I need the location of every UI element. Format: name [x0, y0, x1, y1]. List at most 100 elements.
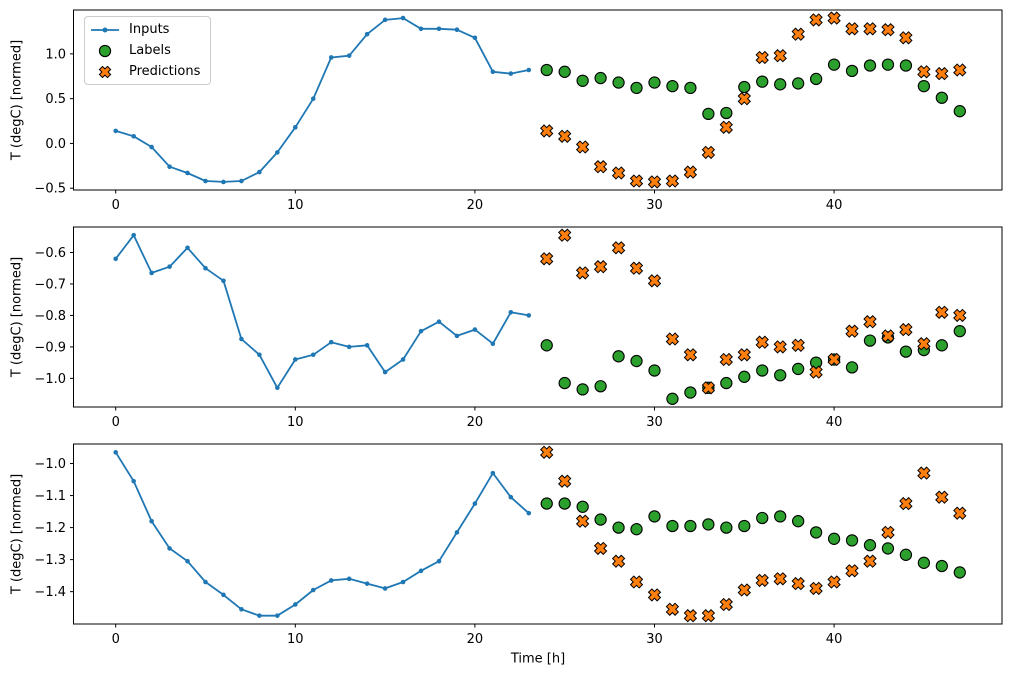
subplot-2-label-marker [648, 364, 661, 377]
subplot-2-label-marker [774, 369, 787, 382]
subplot-2-inputs-point [472, 327, 478, 332]
subplot-1-inputs-point [508, 71, 514, 76]
subplot-3-prediction-marker [755, 573, 769, 588]
subplot-2-inputs-point [203, 265, 208, 271]
subplot-1-inputs-point [328, 55, 334, 60]
subplot-3-y-tick-label: −1.2 [34, 521, 66, 536]
subplot-2-label-marker [558, 376, 571, 390]
subplot-1-label-marker [540, 63, 553, 77]
subplot-3-y-tick-label: −1.1 [34, 489, 66, 504]
legend-label-labels: Labels [129, 42, 171, 58]
subplot-1-inputs-point [149, 144, 154, 150]
subplot-1-prediction-marker [881, 23, 895, 37]
subplot-1-prediction-marker [809, 13, 823, 27]
subplot-1-label-marker [899, 59, 913, 72]
subplot-1-prediction-marker [647, 175, 662, 189]
subplot-1-inputs-point [490, 69, 496, 75]
subplot-3-prediction-marker [701, 609, 716, 623]
subplot-1-label-marker [594, 71, 607, 85]
subplot-1-prediction-marker [719, 120, 733, 134]
subplot-2-inputs-point [131, 232, 136, 238]
subplot-1-y-tick-label: −0.5 [34, 182, 66, 197]
subplot-2-prediction-marker [755, 335, 769, 349]
subplot-3-label-marker [792, 515, 805, 528]
subplot-2-label-marker [540, 339, 553, 352]
subplot-1-prediction-marker [899, 31, 913, 45]
subplot-1-y-tick-label: 0.5 [45, 92, 66, 107]
subplot-3-inputs-point [382, 586, 388, 591]
subplot-2-inputs-point [454, 333, 460, 339]
subplot-1-label-marker [612, 76, 625, 89]
subplot-1-label-marker [953, 105, 966, 118]
subplot-2-inputs-point [292, 357, 298, 362]
subplot-3-prediction-marker [899, 496, 913, 511]
subplot-1-inputs-point [185, 170, 190, 176]
subplot-3-inputs-point [257, 613, 262, 618]
predictions-x-icon [98, 65, 112, 78]
subplot-3-label-marker [648, 510, 661, 523]
subplot-3-inputs-point [418, 568, 424, 574]
subplot-1-y-tick-label: 1.0 [45, 47, 66, 62]
subplot-2-inputs-point [113, 256, 119, 262]
subplot-2-inputs-point [436, 319, 442, 325]
subplot-1-label-marker [756, 75, 769, 88]
subplot-2-frame [73, 226, 1003, 408]
subplot-3-prediction-marker [935, 490, 949, 504]
subplot-2-prediction-marker [899, 322, 913, 337]
subplot-3-label-marker [684, 519, 697, 533]
subplot-2-prediction-marker [629, 261, 644, 275]
subplot-2-prediction-marker [917, 337, 931, 351]
subplot-3-label-marker [612, 521, 625, 534]
subplot-3-inputs-point [221, 592, 226, 598]
subplot-3-inputs-line [114, 451, 530, 617]
subplot-3-label-marker [845, 534, 859, 547]
subplot-1-inputs-point [292, 125, 298, 130]
subplot-3-y-tick-label: −1.3 [34, 553, 66, 568]
subplot-3-x-tick-label: 20 [467, 632, 484, 647]
subplot-2-prediction-marker [701, 381, 716, 395]
subplot-1-label-marker [648, 76, 661, 89]
subplot-1-label-marker [845, 64, 859, 78]
subplot-2-prediction-marker [593, 260, 608, 274]
subplot-2-inputs-point [310, 352, 316, 358]
legend-item-inputs: Inputs [89, 19, 200, 40]
subplot-1-label-marker [881, 58, 895, 71]
subplot-3-inputs-point [526, 510, 532, 516]
subplot-1-prediction-marker [575, 140, 590, 154]
subplot-3-label-marker [666, 519, 679, 533]
subplot-2-inputs-point [221, 278, 226, 284]
subplot-1-label-marker [684, 81, 697, 95]
subplot-3-inputs-point [149, 518, 154, 524]
subplot-2-inputs-point [346, 344, 352, 350]
subplot-2-inputs-point [275, 385, 280, 391]
subplot-1-prediction-marker [827, 11, 841, 25]
subplot-3-inputs-point [328, 578, 334, 583]
subplot-2-y-tick-label: −1.0 [34, 372, 66, 387]
subplot-1-inputs-line [114, 17, 530, 183]
subplot-2-inputs-point [526, 313, 532, 318]
subplot-2-label-marker [738, 370, 751, 383]
subplot-1-prediction-marker [791, 27, 805, 41]
subplot-2-prediction-marker [683, 348, 698, 362]
subplot-1-x-tick-label: 20 [467, 198, 484, 213]
legend: Inputs Labels Predictions [84, 16, 212, 85]
subplot-3-prediction-marker [540, 445, 554, 459]
subplot-1-prediction-marker [665, 174, 680, 188]
subplot-2-inputs-line [114, 234, 530, 389]
subplot-1-label-marker [827, 58, 841, 71]
subplot-1-prediction-marker [540, 124, 554, 138]
subplot-1-inputs-point [113, 128, 119, 134]
subplot-1-prediction-marker [863, 22, 877, 36]
subplot-2-prediction-marker [863, 315, 877, 329]
subplot-3-label-marker [863, 539, 877, 552]
subplot-2-prediction-marker [647, 274, 662, 288]
subplot-1-inputs-point [364, 31, 370, 37]
legend-label-predictions: Predictions [129, 63, 201, 79]
subplot-1-inputs-point [239, 178, 244, 184]
subplot-2-y-tick-label: −0.6 [34, 246, 66, 261]
subplot-2-label-marker [809, 356, 823, 369]
subplot-3-label-marker [953, 566, 966, 579]
subplot-1-prediction-marker [558, 129, 572, 143]
subplot-2-inputs-point [328, 339, 334, 345]
